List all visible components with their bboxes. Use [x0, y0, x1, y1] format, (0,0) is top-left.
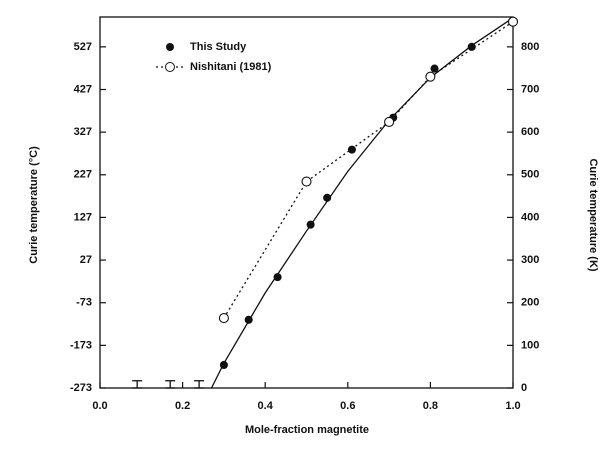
x-tick-label: 1.0: [505, 400, 520, 412]
data-point: [306, 220, 315, 229]
x-tick-label: 0.8: [423, 400, 438, 412]
y2-tick-label: 200: [521, 297, 539, 309]
data-point: [425, 71, 436, 82]
x-tick-label: 0.6: [340, 400, 355, 412]
y2-tick-label: 700: [521, 83, 539, 95]
data-point: [273, 273, 282, 282]
error-bar: [165, 380, 176, 389]
plot-frame: [99, 16, 514, 389]
y2-tick-label: 100: [521, 339, 539, 351]
legend-label: Nishitani (1981): [190, 61, 272, 73]
x-tick-label: 0.0: [92, 400, 107, 412]
data-point: [430, 64, 439, 73]
y2-tick-label: 500: [521, 169, 539, 181]
error-bar: [194, 380, 205, 389]
error-bar: [132, 380, 143, 389]
y-tick-label: -73: [76, 297, 92, 309]
data-point: [301, 176, 312, 187]
fit-curve: [210, 17, 514, 389]
data-point: [384, 116, 395, 127]
y-tick-label: 127: [74, 211, 92, 223]
data-point: [507, 16, 519, 27]
y2-tick-label: 300: [521, 254, 539, 266]
y2-axis-label: Curie temperature (K): [587, 158, 599, 271]
y2-tick-label: 0: [521, 382, 527, 394]
y-tick-label: 27: [80, 254, 92, 266]
y-tick-label: -173: [70, 339, 92, 351]
y2-tick-label: 400: [521, 211, 539, 223]
legend-marker: [165, 62, 175, 72]
y-tick-label: 327: [74, 126, 92, 138]
y-tick-label: 527: [74, 41, 92, 53]
y-axis-label: Curie temperature (°C): [28, 146, 40, 264]
y2-tick-label: 600: [521, 126, 539, 138]
x-tick-label: 0.2: [175, 400, 190, 412]
data-point: [244, 315, 253, 324]
x-axis-label: Mole-fraction magnetite: [245, 424, 369, 436]
y2-tick-label: 800: [521, 41, 539, 53]
y-tick-label: 427: [74, 83, 92, 95]
y-tick-label: 227: [74, 169, 92, 181]
y-tick-label: -273: [70, 382, 92, 394]
data-point: [323, 193, 332, 202]
legend-marker: [166, 43, 174, 51]
data-point: [347, 145, 356, 154]
x-tick-label: 0.4: [258, 400, 274, 412]
data-point: [218, 313, 229, 324]
legend-label: This Study: [190, 41, 247, 53]
data-point: [219, 360, 228, 370]
